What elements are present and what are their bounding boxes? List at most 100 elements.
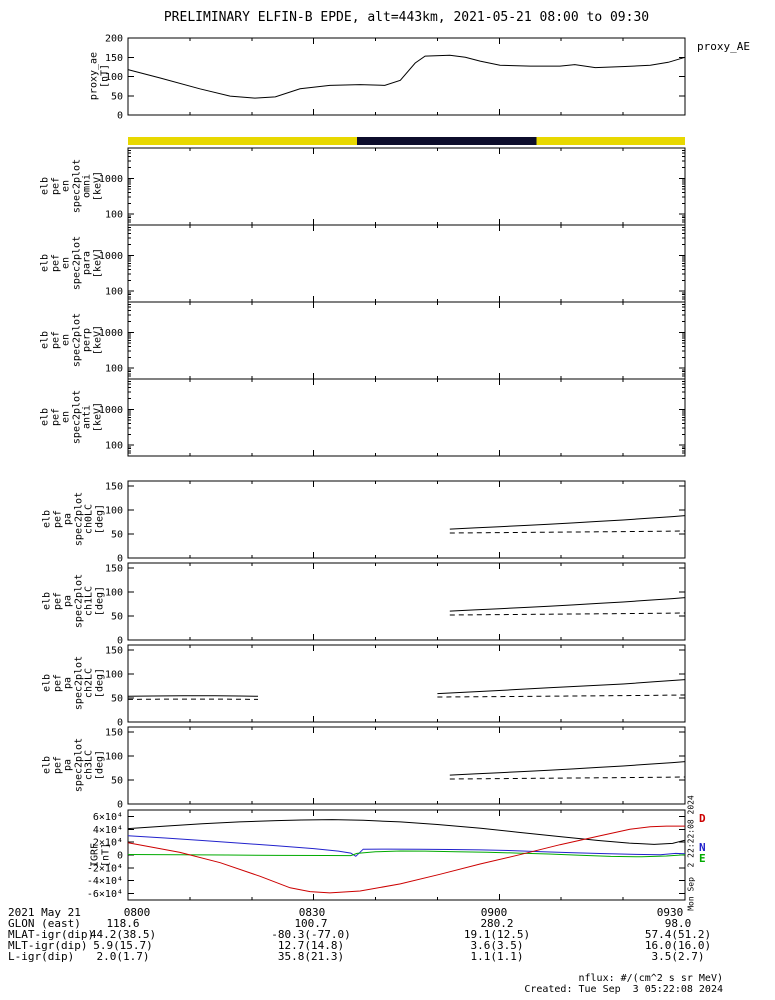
ylabel-pitch-ch0: elb pef pa spec2plot ch0LC [deg] <box>41 491 106 547</box>
xtick-0830: 0830 <box>298 906 326 919</box>
row-glon-v1: 118.6 <box>106 917 140 930</box>
panel-spec_anti: 100 1000 <box>99 378 686 457</box>
ytick-label: 100 <box>105 441 123 452</box>
row-l-v3: 1.1(1.1) <box>470 950 524 963</box>
series-losscone <box>437 679 686 695</box>
row-mlat-v4: 57.4(51.2) <box>644 928 712 941</box>
ylabel-spec-anti: elb pef en spec2plot anti [keV] <box>39 389 104 445</box>
ytick-label: 100 <box>105 751 123 762</box>
panel-pa_ch1LC: 0 50 100 150 <box>105 562 686 647</box>
panel-proxy_ae: 0 50 100 150 200 <box>105 34 686 122</box>
series-proxy_AE <box>127 54 686 99</box>
series-N <box>127 835 686 857</box>
panel-frame <box>127 726 686 805</box>
xtick-0930: 0930 <box>656 906 684 919</box>
ytick-label: -6×10⁴ <box>87 889 123 900</box>
ytick-label: 0 <box>117 800 123 811</box>
ytick-label: 50 <box>111 529 123 540</box>
panel-frame <box>127 378 686 457</box>
ylabel-spec-para: elb pef en spec2plot para [keV] <box>39 235 104 291</box>
panel-igrf: 6×10⁴ 4×10⁴ 2×10⁴ 0-2×10⁴ -4×10⁴ -6×10⁴ <box>87 809 686 901</box>
panel-spec_omni: 100 1000 <box>99 147 686 226</box>
ytick-label: 2×10⁴ <box>93 838 123 849</box>
ylabel-pitch-ch2: elb pef pa spec2plot ch2LC [deg] <box>41 655 106 711</box>
row-l-v4: 3.5(2.7) <box>651 950 705 963</box>
ytick-label: 0 <box>117 718 123 729</box>
series-antilosscone <box>449 776 686 780</box>
series-antilosscone <box>449 612 686 616</box>
panel-frame <box>127 644 686 723</box>
row-glon-v4: 98.0 <box>664 917 692 930</box>
ytick-label: 4×10⁴ <box>93 825 123 836</box>
series-losscone <box>449 761 686 776</box>
ylabel-pitch-ch1: elb pef pa spec2plot ch1LC [deg] <box>41 573 106 629</box>
ytick-label: 0 <box>117 851 123 862</box>
panel-frame <box>127 37 686 116</box>
row-mlat-v2: -80.3(-77.0) <box>271 928 351 941</box>
series-losscone <box>449 597 686 612</box>
panel-frame <box>127 301 686 380</box>
ytick-label: 100 <box>105 587 123 598</box>
row-l-v1: 2.0(1.7) <box>96 950 150 963</box>
ytick-label: 200 <box>105 34 123 45</box>
row-mlt-label: MLT-igr(dip) <box>8 939 88 952</box>
creation-timestamp-vertical: Mon Sep 2 22:22:08 2024 <box>686 795 696 911</box>
panel-spec_perp: 100 1000 <box>99 301 686 380</box>
row-l-v2: 35.8(21.3) <box>277 950 345 963</box>
ytick-label: 50 <box>111 775 123 786</box>
panel-frame <box>127 562 686 641</box>
series-E <box>127 850 686 858</box>
created-label: Created: Tue Sep 3 05:22:08 2024 <box>524 984 723 995</box>
date-label: 2021 May 21 <box>8 906 81 919</box>
ylabel-igrf: IGRF [nT] <box>89 842 112 868</box>
ytick-label: 0 <box>117 111 123 122</box>
panel-frame <box>127 224 686 303</box>
ytick-label: 50 <box>111 611 123 622</box>
ytick-label: 0 <box>117 636 123 647</box>
ytick-label: 150 <box>105 645 123 656</box>
proxy-ae-right-label: proxy_AE <box>697 40 750 53</box>
row-mlt-v2: 12.7(14.8) <box>277 939 345 952</box>
ylabel-pitch-ch3: elb pef pa spec2plot ch3LC [deg] <box>41 737 106 793</box>
row-glon-v2: 100.7 <box>294 917 328 930</box>
row-mlt-v1: 5.9(15.7) <box>93 939 153 952</box>
panel-pa_ch2LC: 0 50 100 150 <box>105 644 686 729</box>
ylabel-proxy: proxy_ae [nT] <box>88 51 111 101</box>
ytick-label: 1000 <box>99 174 123 185</box>
ylabel-spec-omni: elb pef en spec2plot omni [keV] <box>39 158 104 214</box>
row-mlt-v4: 16.0(16.0) <box>644 939 712 952</box>
ytick-label: -4×10⁴ <box>87 876 123 887</box>
bar-segment <box>536 137 685 145</box>
row-mlat-label: MLAT-igr(dip) <box>8 928 95 941</box>
ytick-label: 100 <box>105 505 123 516</box>
ytick-label: 1000 <box>99 251 123 262</box>
nflux-units-label: nflux: #/(cm^2 s sr MeV) <box>578 973 724 984</box>
ytick-label: 150 <box>105 563 123 574</box>
ytick-label: 100 <box>105 669 123 680</box>
ylabel-spec-perp: elb pef en spec2plot perp [keV] <box>39 312 104 368</box>
ytick-label: 50 <box>111 693 123 704</box>
panel-pa_ch0LC: 0 50 100 150 <box>105 480 686 565</box>
ytick-label: 150 <box>105 53 123 64</box>
ytick-label: 150 <box>105 481 123 492</box>
series-antilosscone <box>449 530 686 534</box>
igrf-legend-n: N <box>699 841 706 854</box>
panel-spec_para: 100 1000 <box>99 224 686 303</box>
series-Btotal <box>127 819 686 845</box>
bar-segment <box>128 137 357 145</box>
ytick-label: 0 <box>117 554 123 565</box>
series-D <box>127 825 685 894</box>
row-glon-v3: 280.2 <box>480 917 514 930</box>
ytick-label: 100 <box>105 287 123 298</box>
igrf-legend-e: E <box>699 852 706 865</box>
ytick-label: 1000 <box>99 405 123 416</box>
ytick-label: 100 <box>105 72 123 83</box>
panel-pa_ch3LC: 0 50 100 150 <box>105 726 686 811</box>
series-antilosscone <box>437 694 686 698</box>
ytick-label: -2×10⁴ <box>87 863 123 874</box>
ytick-label: 150 <box>105 727 123 738</box>
page-title: PRELIMINARY ELFIN-B EPDE, alt=443km, 202… <box>163 10 650 25</box>
ytick-label: 6×10⁴ <box>93 812 123 823</box>
